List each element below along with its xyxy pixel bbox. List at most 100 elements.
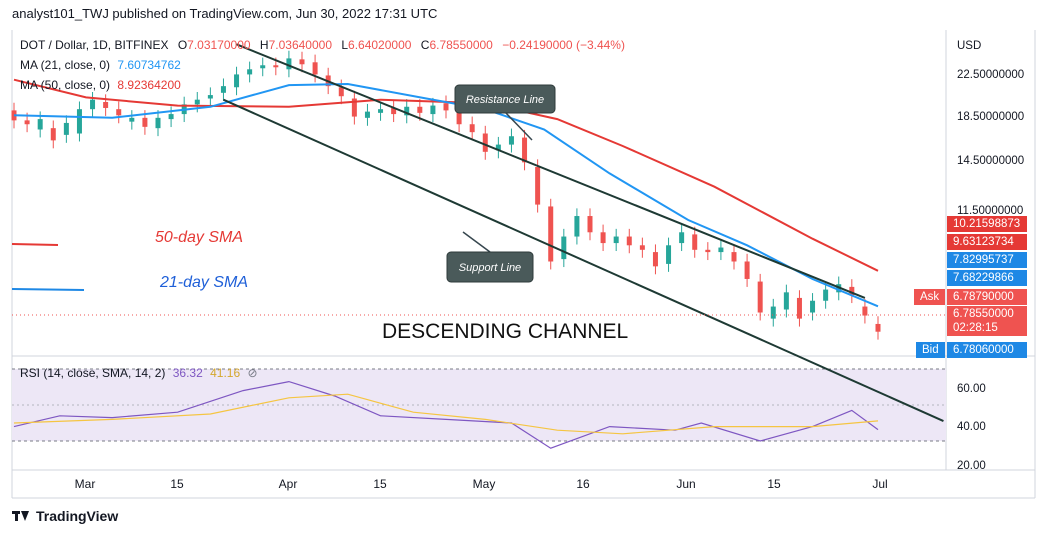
- ma50-legend-line: [11, 243, 59, 246]
- candle-body: [378, 109, 384, 113]
- candle-body: [364, 111, 370, 118]
- rsi-settings-icon[interactable]: ⊘: [247, 366, 258, 380]
- rsi-sma-line: [13, 393, 879, 435]
- candle-body: [194, 99, 200, 105]
- ma21-legend[interactable]: MA (21, close, 0) 7.60734762: [20, 58, 181, 72]
- support-label: Support Line: [459, 262, 521, 274]
- candle-body: [351, 98, 357, 117]
- low-label: L: [341, 38, 349, 52]
- time-tick: 15: [767, 477, 781, 491]
- candle-body: [155, 117, 161, 129]
- candle-body: [76, 109, 82, 134]
- ma21-legend-line: [11, 288, 85, 291]
- time-tick: 15: [170, 477, 184, 491]
- ma21-value: 7.60734762: [117, 58, 181, 72]
- rsi-tick: 60.00: [957, 383, 986, 395]
- candle-body: [718, 247, 724, 253]
- ma50-legend[interactable]: MA (50, close, 0) 8.92364200: [20, 78, 181, 92]
- ohlc-legend[interactable]: DOT / Dollar, 1D, BITFINEX O7.03170000 H…: [20, 38, 631, 52]
- resistance-label: Resistance Line: [466, 94, 544, 106]
- candle-body: [220, 86, 226, 93]
- time-tick: Mar: [75, 477, 96, 491]
- ma50-value: 8.92364200: [117, 78, 181, 92]
- candle-body: [639, 245, 645, 250]
- candle-body: [116, 109, 122, 116]
- candle-body: [587, 216, 593, 233]
- candle-body: [469, 124, 475, 133]
- candle-body: [338, 87, 344, 97]
- last-price-tag: 6.78550000 02:28:15: [947, 306, 1027, 336]
- ask-price-tag: 6.78790000: [947, 289, 1027, 305]
- high-value: 7.03640000: [268, 38, 332, 52]
- candle-body: [168, 114, 174, 120]
- time-tick: Jul: [872, 477, 887, 491]
- time-tick: Apr: [279, 477, 298, 491]
- ma50-price-tag: 10.21598873: [947, 216, 1027, 232]
- candle-body: [50, 128, 56, 141]
- candle-body: [234, 74, 240, 88]
- symbol-name[interactable]: DOT / Dollar, 1D, BITFINEX: [20, 38, 169, 52]
- time-tick: May: [473, 477, 496, 491]
- sma21-annotation: 21-day SMA: [159, 274, 248, 291]
- sma50-annotation: 50-day SMA: [155, 229, 243, 246]
- candle-body: [574, 216, 580, 237]
- candle-body: [535, 167, 541, 205]
- publisher-header: analyst101_TWJ published on TradingView.…: [12, 6, 438, 21]
- ma21-price-tag: 7.82995737: [947, 252, 1027, 268]
- last-price-value: 6.78550000: [953, 308, 1014, 320]
- close-label: C: [420, 38, 430, 52]
- tradingview-logo-icon: [12, 511, 30, 521]
- candle-body: [548, 206, 554, 262]
- candle-body: [783, 292, 789, 310]
- price-axis-currency: USD: [957, 40, 981, 52]
- candle-body: [482, 133, 488, 152]
- bid-price-tag: 6.78060000: [947, 342, 1027, 358]
- ma50-prev-tag: 9.63123734: [947, 234, 1027, 250]
- candle-body: [443, 103, 449, 111]
- time-tick: Jun: [676, 477, 695, 491]
- rsi-legend[interactable]: RSI (14, close, SMA, 14, 2) 36.32 41.16 …: [20, 366, 258, 380]
- resistance-channel-line[interactable]: [236, 43, 866, 299]
- candle-body: [731, 252, 737, 262]
- ask-label: Ask: [914, 289, 946, 305]
- price-tick: 11.50000000: [957, 205, 1023, 217]
- low-value: 6.64020000: [348, 38, 412, 52]
- candle-body: [299, 59, 305, 65]
- candle-body: [757, 281, 763, 313]
- ma21-label: MA (21, close, 0): [20, 58, 111, 72]
- countdown-value: 02:28:15: [953, 322, 998, 334]
- ma21-prev-tag: 7.68229866: [947, 270, 1027, 286]
- time-tick: 16: [576, 477, 590, 491]
- candle-body: [561, 236, 567, 260]
- high-label: H: [259, 38, 269, 52]
- candle-body: [522, 137, 528, 163]
- candle-body: [679, 232, 685, 244]
- candle-body: [692, 234, 698, 250]
- candle-body: [626, 236, 632, 246]
- tradingview-footer[interactable]: TradingView: [12, 508, 118, 524]
- ma50-label: MA (50, close, 0): [20, 78, 111, 92]
- time-axis: Mar 15 Apr 15 May 16 Jun 15 Jul: [75, 477, 888, 491]
- candle-body: [600, 232, 606, 244]
- candle-body: [24, 120, 30, 125]
- candle-body: [260, 65, 266, 69]
- candle-body: [103, 102, 109, 108]
- candle-body: [666, 245, 672, 264]
- candle-body: [456, 110, 462, 125]
- candle-body: [286, 58, 292, 70]
- candle-body: [404, 106, 410, 116]
- price-tick: 22.50000000: [957, 69, 1024, 81]
- candle-body: [810, 300, 816, 313]
- candle-body: [744, 261, 750, 279]
- support-channel-line[interactable]: [223, 98, 944, 422]
- rsi-line: [13, 380, 879, 449]
- candle-body: [495, 144, 501, 151]
- channel-annotation: DESCENDING CHANNEL: [382, 320, 628, 343]
- resistance-callout: Resistance Line: [454, 84, 556, 141]
- candle-body: [705, 249, 711, 253]
- rsi-value: 36.32: [172, 366, 203, 380]
- candle-body: [508, 136, 514, 145]
- candle-body: [430, 105, 436, 115]
- rsi-tick: 40.00: [957, 421, 986, 433]
